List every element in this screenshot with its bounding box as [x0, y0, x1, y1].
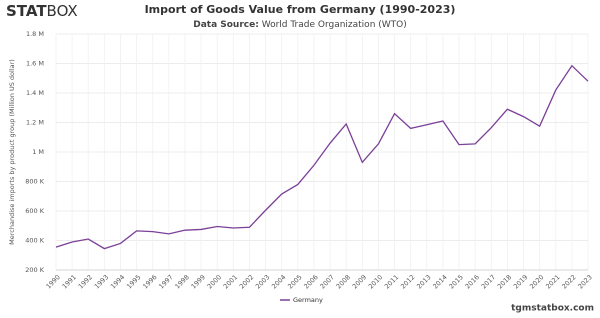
x-tick-label: 2021 [544, 273, 561, 290]
x-tick-label: 2000 [206, 273, 223, 290]
x-tick-label: 2015 [448, 273, 465, 290]
legend-label: Germany [293, 296, 323, 304]
y-tick-label: 200 K [25, 266, 44, 274]
x-tick-label: 2006 [302, 273, 319, 290]
x-tick-label: 1993 [93, 273, 110, 290]
x-tick-label: 2016 [464, 273, 481, 290]
subtitle-label: Data Source: [193, 20, 259, 30]
logo: STATBOX [6, 2, 78, 20]
x-tick-label: 2020 [528, 273, 545, 290]
x-tick-label: 2014 [431, 273, 448, 290]
footer: tgmstatbox.com [511, 304, 594, 314]
x-tick-label: 2019 [512, 273, 529, 290]
x-tick-label: 2004 [270, 273, 287, 290]
y-axis-label: Merchandise imports by product group (Mi… [8, 59, 16, 245]
line [55, 64, 589, 250]
x-tick-label: 2003 [254, 273, 271, 290]
y-tick-label: 1.6 M [26, 60, 44, 68]
x-tick-label: 1991 [61, 273, 78, 290]
x-tick-label: 1990 [44, 273, 61, 290]
y-tick-label: 800 K [25, 178, 44, 186]
logo-light: BOX [47, 2, 78, 20]
x-tick-label: 1997 [157, 273, 174, 290]
chart-title: Import of Goods Value from Germany (1990… [145, 3, 456, 16]
x-tick-label: 2017 [480, 273, 497, 290]
x-tick-label: 2002 [238, 273, 255, 290]
x-tick-label: 1998 [173, 273, 190, 290]
x-tick-label: 2005 [286, 273, 303, 290]
x-tick-label: 2012 [399, 273, 416, 290]
x-tick-label: 1996 [141, 273, 158, 290]
x-tick-label: 2007 [319, 273, 336, 290]
x-tick-label: 1992 [77, 273, 94, 290]
x-tick-label: 2023 [576, 273, 593, 290]
y-tick-label: 1.2 M [26, 119, 44, 127]
x-tick-label: 2018 [496, 273, 513, 290]
y-tick-label: 600 K [25, 207, 44, 215]
x-tick-label: 2009 [351, 273, 368, 290]
x-tick-label: 2013 [415, 273, 432, 290]
logo-bold: STAT [6, 2, 47, 20]
x-tick-label: 2011 [383, 273, 400, 290]
x-tick-label: 2022 [560, 273, 577, 290]
y-tick-label: 400 K [25, 237, 44, 245]
x-tick-label: 2001 [222, 273, 239, 290]
y-tick-label: 1.8 M [26, 30, 44, 38]
x-tick-label: 2010 [367, 273, 384, 290]
x-tick-label: 2008 [335, 273, 352, 290]
subtitle: Data Source: World Trade Organization (W… [193, 20, 407, 30]
x-tick-label: 1999 [190, 273, 207, 290]
y-tick-label: 1.4 M [26, 89, 44, 97]
x-tick-label: 1994 [109, 273, 126, 290]
y-tick-label: 1 M [32, 148, 44, 156]
subtitle-text: World Trade Organization (WTO) [262, 20, 407, 30]
x-tick-label: 1995 [125, 273, 142, 290]
